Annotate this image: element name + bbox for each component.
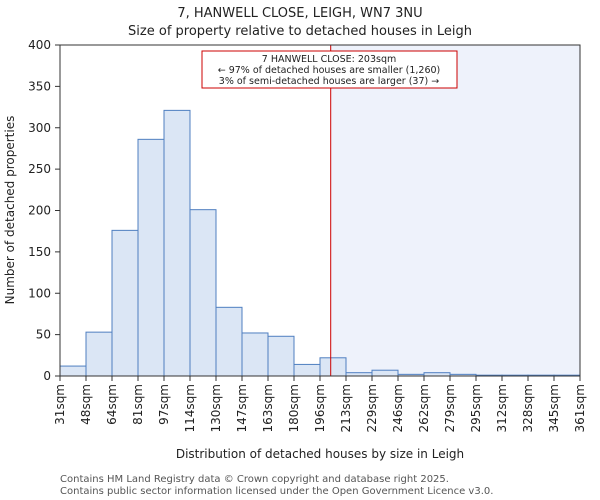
bar-114sqm (189, 209, 217, 377)
annotation-line3: 3% of semi-detached houses are larger (3… (219, 76, 439, 87)
x-tick-label: 295sqm (469, 384, 483, 432)
bar-196sqm (319, 357, 347, 377)
bar-97sqm (163, 109, 191, 377)
x-tick-label: 345sqm (547, 384, 561, 432)
x-tick-label: 213sqm (339, 384, 353, 432)
bar-229sqm (371, 369, 399, 377)
x-tick-label: 81sqm (131, 384, 145, 425)
x-tick-label: 97sqm (157, 384, 171, 425)
chart-title-line2: Size of property relative to detached ho… (128, 24, 472, 39)
bar-130sqm (215, 306, 243, 377)
y-tick-label: 0 (43, 369, 51, 383)
y-tick-label: 150 (28, 245, 51, 259)
x-tick-label: 163sqm (261, 384, 275, 432)
footer-line2: Contains public sector information licen… (60, 486, 493, 497)
x-tick-label: 64sqm (105, 384, 119, 425)
x-tick-label: 328sqm (521, 384, 535, 432)
y-tick-label: 400 (28, 38, 51, 52)
x-tick-label: 114sqm (183, 384, 197, 432)
y-tick-label: 300 (28, 121, 51, 135)
x-tick-label: 196sqm (313, 384, 327, 432)
y-axis-label: Number of detached properties (3, 116, 17, 305)
bar-147sqm (241, 332, 269, 377)
annotation-line2: ← 97% of detached houses are smaller (1,… (218, 65, 441, 76)
x-tick-label: 147sqm (235, 384, 249, 432)
x-tick-label: 48sqm (79, 384, 93, 425)
y-axis: 0 50 100 150 200 250 300 350 400 (28, 38, 60, 383)
x-tick-label: 31sqm (53, 384, 67, 425)
x-tick-label: 180sqm (287, 384, 301, 432)
y-tick-label: 350 (28, 79, 51, 93)
annotation-box (201, 50, 458, 89)
bar-64sqm (111, 229, 139, 377)
x-tick-label: 262sqm (417, 384, 431, 432)
x-tick-label: 246sqm (391, 384, 405, 432)
annotation-line1: 7 HANWELL CLOSE: 203sqm (262, 54, 397, 65)
x-tick-label: 312sqm (495, 384, 509, 432)
y-tick-label: 50 (36, 328, 51, 342)
y-tick-label: 100 (28, 286, 51, 300)
x-axis-label: Distribution of detached houses by size … (176, 447, 464, 461)
bar-48sqm (85, 331, 113, 377)
x-tick-label: 229sqm (365, 384, 379, 432)
bar-31sqm (59, 365, 87, 377)
y-tick-label: 250 (28, 162, 51, 176)
x-tick-label: 130sqm (209, 384, 223, 432)
chart-title-line1: 7, HANWELL CLOSE, LEIGH, WN7 3NU (177, 6, 422, 21)
bar-180sqm (293, 363, 321, 377)
footer-line1: Contains HM Land Registry data © Crown c… (60, 474, 449, 485)
bar-163sqm (267, 335, 295, 377)
bar-81sqm (137, 138, 165, 377)
y-tick-label: 200 (28, 204, 51, 218)
larger-properties-shade (330, 45, 580, 376)
x-tick-label: 361sqm (573, 384, 587, 432)
bars-group (59, 109, 581, 377)
x-axis: 31sqm 48sqm 64sqm 81sqm 97sqm 114sqm 130sqm 147… (53, 376, 587, 432)
x-tick-label: 279sqm (443, 384, 457, 432)
